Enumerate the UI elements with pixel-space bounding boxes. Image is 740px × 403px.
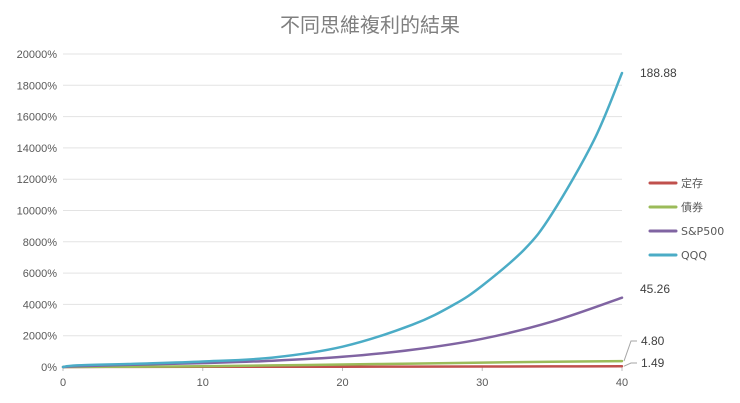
y-tick-label: 12000% (17, 174, 58, 186)
end-label-leader (623, 340, 637, 362)
end-value-label: 1.49 (641, 356, 665, 370)
legend-label: QQQ (681, 249, 707, 262)
y-tick-label: 18000% (17, 80, 58, 92)
series-lines (61, 71, 624, 369)
legend-label: S&P500 (681, 225, 724, 238)
end-value-label: 4.80 (641, 334, 665, 348)
y-tick-label: 10000% (17, 206, 58, 218)
y-tick-label: 20000% (17, 49, 58, 61)
series-line-sp500 (61, 296, 624, 369)
y-tick-label: 16000% (17, 112, 58, 124)
x-axis-ticks: 0 10 20 30 40 (60, 367, 628, 389)
end-value-labels: 1.49 4.80 45.26 188.88 (623, 66, 677, 370)
x-tick-label: 30 (476, 377, 488, 389)
chart-title: 不同思維複利的結果 (280, 13, 460, 37)
x-tick-label: 40 (616, 377, 628, 389)
legend-label: 債券 (681, 200, 703, 214)
x-tick-label: 20 (336, 377, 348, 389)
gridlines (63, 53, 622, 368)
x-tick-label: 10 (197, 377, 209, 389)
y-tick-label: 0% (41, 362, 57, 374)
y-tick-label: 2000% (23, 331, 57, 343)
legend-label: 定存 (681, 176, 703, 190)
y-tick-label: 6000% (23, 268, 57, 280)
series-line-qqq (61, 71, 624, 369)
end-value-label: 45.26 (640, 282, 670, 296)
x-tick-label: 0 (60, 377, 66, 389)
y-tick-label: 8000% (23, 237, 57, 249)
y-tick-label: 4000% (23, 299, 57, 311)
y-axis-ticks: 0% 2000% 4000% 6000% 8000% 10000% 12000% 14000%… (17, 49, 58, 374)
end-value-label: 188.88 (640, 66, 677, 80)
y-tick-label: 14000% (17, 143, 58, 155)
series-line-s1 (61, 359, 624, 369)
end-label-leader (623, 362, 637, 367)
